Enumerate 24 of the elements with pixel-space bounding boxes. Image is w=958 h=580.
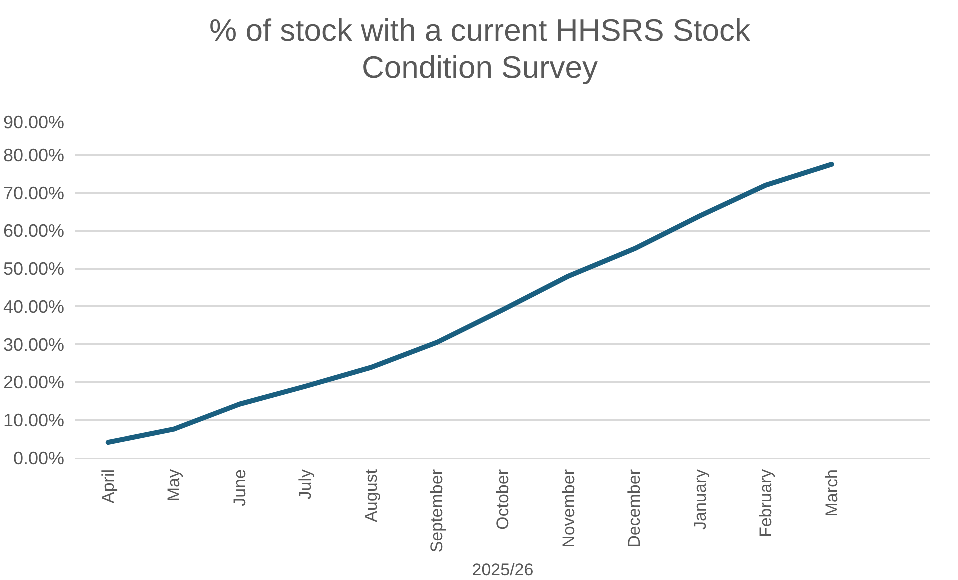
y-tick-label: 80.00%	[3, 145, 65, 166]
x-tick-label: May	[164, 469, 184, 502]
chart-title: % of stock with a current HHSRS Stock Condition Survey	[210, 12, 750, 86]
x-tick-label: June	[230, 469, 250, 506]
x-tick-label: December	[625, 469, 644, 548]
x-tick-label: February	[756, 469, 776, 538]
x-tick-label: October	[494, 469, 512, 530]
y-tick-label: 60.00%	[3, 221, 65, 242]
x-tick-label: August	[362, 469, 381, 522]
y-tick-label: 10.00%	[3, 410, 65, 431]
y-tick-label: 30.00%	[3, 334, 65, 355]
y-tick-label: 50.00%	[3, 259, 65, 280]
y-tick-label: 20.00%	[3, 372, 65, 393]
y-tick-label: 0.00%	[13, 448, 65, 468]
x-tick-label: March	[822, 469, 842, 517]
x-tick-label: November	[559, 469, 578, 548]
y-tick-label: 40.00%	[3, 296, 65, 317]
x-tick-label: January	[690, 469, 710, 530]
x-tick-label: April	[98, 469, 118, 504]
x-tick-label: July	[296, 469, 316, 500]
y-tick-label: 70.00%	[3, 183, 65, 204]
x-tick-label: September	[428, 469, 447, 553]
x-axis-title: 2025/26	[472, 560, 534, 580]
y-tick-label: 90.00%	[3, 112, 65, 132]
